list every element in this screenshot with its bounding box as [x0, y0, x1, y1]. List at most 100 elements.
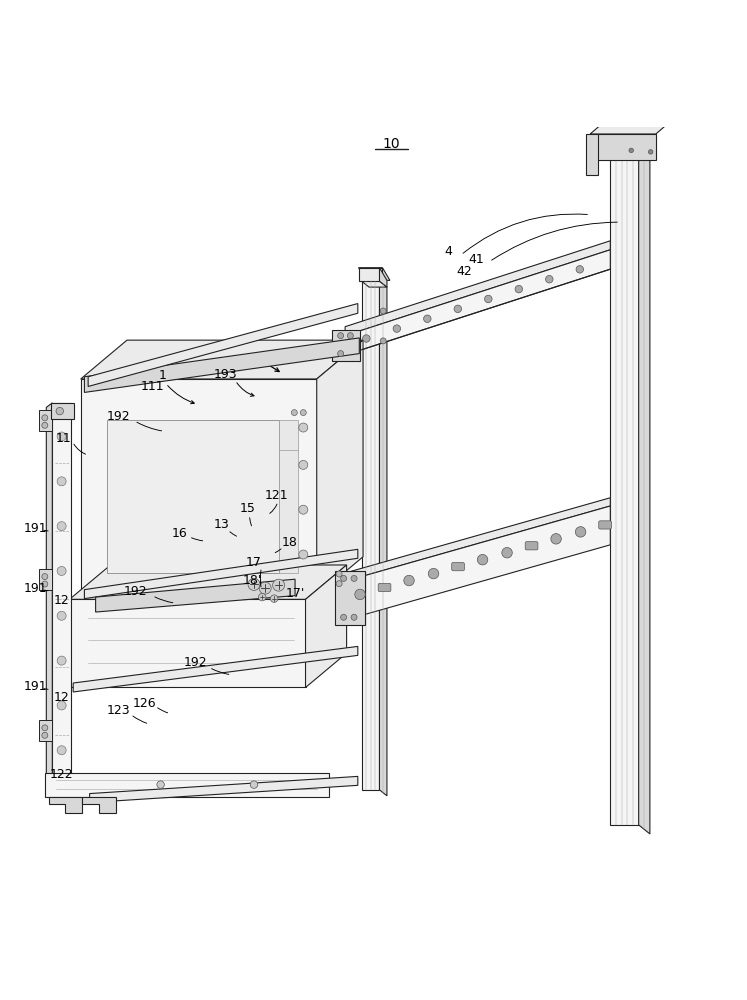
FancyBboxPatch shape [452, 563, 465, 571]
Circle shape [299, 460, 308, 469]
Polygon shape [39, 569, 52, 590]
Text: 1: 1 [159, 369, 167, 382]
Text: 18: 18 [282, 536, 298, 549]
Circle shape [336, 581, 342, 587]
Circle shape [300, 410, 306, 416]
Polygon shape [359, 268, 390, 280]
Circle shape [42, 415, 48, 421]
Circle shape [351, 575, 357, 581]
Text: 12: 12 [54, 691, 69, 704]
Text: 193: 193 [214, 368, 238, 381]
Polygon shape [590, 125, 666, 134]
Polygon shape [39, 410, 52, 431]
Circle shape [341, 614, 347, 620]
Polygon shape [379, 268, 387, 287]
Polygon shape [69, 599, 306, 687]
Circle shape [250, 781, 258, 788]
Circle shape [351, 614, 357, 620]
Text: 191: 191 [24, 522, 48, 535]
Polygon shape [610, 147, 639, 825]
Text: 4: 4 [444, 245, 452, 258]
Polygon shape [350, 506, 610, 619]
Text: 17': 17' [285, 587, 305, 600]
Circle shape [362, 335, 370, 342]
Circle shape [336, 571, 342, 577]
Polygon shape [639, 147, 650, 834]
Text: 42: 42 [456, 265, 473, 278]
Text: 17: 17 [246, 556, 262, 569]
Polygon shape [49, 797, 82, 813]
Circle shape [648, 150, 653, 154]
Circle shape [341, 575, 347, 581]
Circle shape [575, 527, 586, 537]
Circle shape [355, 589, 365, 600]
Text: 10: 10 [382, 137, 400, 151]
Text: 11: 11 [55, 432, 72, 445]
Circle shape [299, 550, 308, 559]
Circle shape [338, 333, 344, 339]
Circle shape [273, 579, 285, 591]
Text: 192: 192 [106, 410, 130, 423]
Text: 121: 121 [264, 489, 288, 502]
Polygon shape [345, 241, 610, 336]
Text: 12: 12 [54, 594, 69, 607]
Circle shape [393, 325, 400, 332]
Text: 191: 191 [24, 680, 48, 693]
Polygon shape [82, 797, 116, 813]
Polygon shape [46, 403, 52, 785]
Text: 15: 15 [240, 502, 256, 515]
Circle shape [57, 746, 66, 755]
Polygon shape [90, 776, 358, 803]
Circle shape [299, 505, 308, 514]
Circle shape [57, 477, 66, 486]
Circle shape [424, 315, 431, 322]
Circle shape [404, 575, 415, 586]
Text: 192: 192 [184, 656, 208, 669]
Circle shape [515, 285, 523, 293]
FancyBboxPatch shape [378, 583, 391, 592]
Polygon shape [69, 565, 347, 599]
Polygon shape [96, 579, 295, 612]
Polygon shape [590, 134, 656, 160]
Circle shape [428, 568, 438, 579]
Text: 192: 192 [124, 585, 148, 598]
Circle shape [347, 333, 353, 339]
Polygon shape [317, 340, 363, 596]
Polygon shape [359, 268, 382, 281]
Text: 191: 191 [24, 582, 48, 595]
Polygon shape [81, 340, 363, 379]
Polygon shape [84, 338, 359, 392]
Polygon shape [51, 403, 74, 419]
Circle shape [56, 407, 63, 415]
Circle shape [380, 308, 386, 314]
Circle shape [291, 410, 297, 416]
Circle shape [57, 611, 66, 620]
Text: 111: 111 [140, 380, 164, 393]
Circle shape [57, 656, 66, 665]
Text: 126: 126 [133, 697, 157, 710]
Polygon shape [332, 330, 360, 361]
Circle shape [42, 574, 48, 580]
Text: 13: 13 [213, 518, 229, 531]
Circle shape [248, 578, 260, 590]
Circle shape [258, 593, 266, 601]
Circle shape [299, 423, 308, 432]
Polygon shape [586, 134, 598, 175]
Circle shape [576, 266, 583, 273]
Circle shape [551, 534, 561, 544]
Circle shape [57, 522, 66, 531]
Circle shape [57, 701, 66, 710]
Circle shape [42, 732, 48, 738]
Circle shape [259, 582, 271, 594]
Polygon shape [362, 281, 387, 287]
Polygon shape [88, 304, 358, 386]
Text: 123: 123 [106, 704, 130, 717]
Circle shape [157, 781, 164, 788]
Circle shape [380, 338, 386, 344]
Polygon shape [610, 147, 650, 156]
Polygon shape [345, 250, 610, 355]
Polygon shape [279, 420, 298, 573]
Circle shape [629, 148, 633, 153]
Text: 16: 16 [171, 527, 187, 540]
Polygon shape [84, 549, 358, 599]
